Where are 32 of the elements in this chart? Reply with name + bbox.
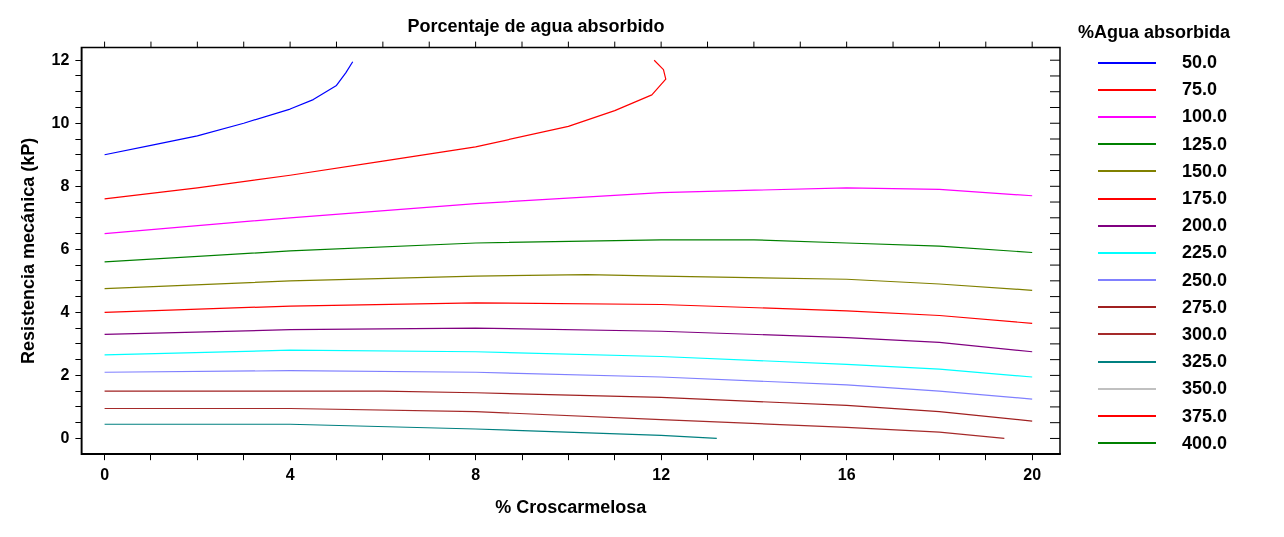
x-tick-label: 8 [471, 466, 481, 484]
y-tick-label: 4 [60, 302, 70, 320]
y-tick-label: 6 [60, 239, 70, 257]
y-tick-label: 2 [60, 365, 70, 383]
x-tick-label: 0 [100, 466, 110, 484]
y-tick-label: 8 [60, 176, 70, 194]
y-axis-title: Resistencia mecánica (kP) [17, 137, 38, 364]
x-tick-label: 16 [837, 466, 856, 484]
x-tick-label: 4 [285, 466, 295, 484]
legend-label: 275.0 [1182, 296, 1228, 318]
y-tick-label: 10 [51, 113, 70, 131]
legend-label: 400.0 [1182, 432, 1228, 454]
legend-label: 250.0 [1182, 269, 1228, 291]
legend-label: 300.0 [1182, 323, 1228, 345]
legend-label: 50.0 [1182, 52, 1218, 74]
x-axis-title: % Croscarmelosa [495, 497, 648, 518]
legend-label: 350.0 [1182, 378, 1228, 400]
legend-label: 125.0 [1182, 133, 1228, 155]
legend-label: 150.0 [1182, 160, 1228, 182]
y-tick-label: 0 [60, 428, 70, 446]
legend-label: 225.0 [1182, 242, 1228, 264]
legend-label: 75.0 [1182, 79, 1218, 101]
legend-label: 375.0 [1182, 405, 1228, 427]
legend-label: 200.0 [1182, 215, 1228, 237]
x-tick-label: 20 [1023, 466, 1042, 484]
chart-title: Porcentaje de agua absorbido [407, 15, 665, 36]
legend-label: 325.0 [1182, 351, 1228, 373]
legend-label: 100.0 [1182, 106, 1228, 128]
legend-label: 175.0 [1182, 188, 1228, 210]
legend-title: %Agua absorbida [1078, 22, 1231, 43]
y-tick-label: 12 [51, 50, 70, 68]
x-tick-label: 12 [652, 466, 671, 484]
